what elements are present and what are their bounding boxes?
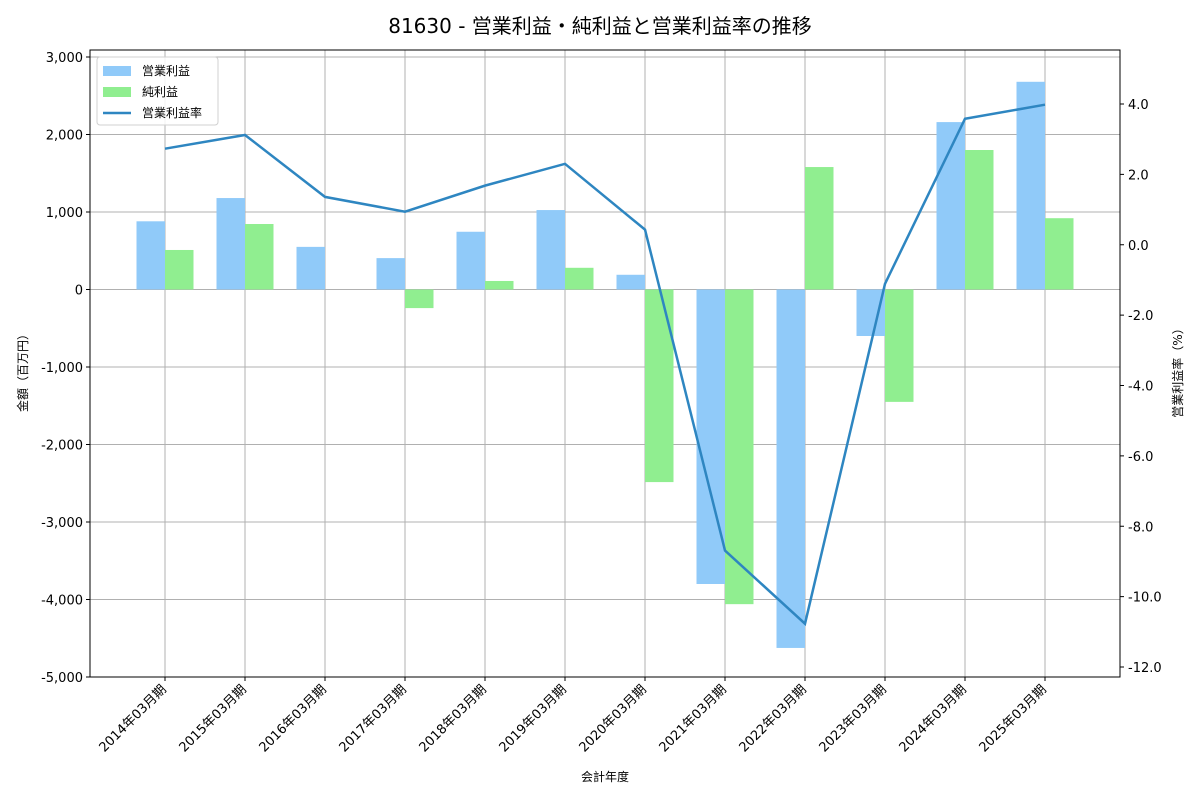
y-tick-label: 0 [75, 284, 83, 299]
bar-net-profit [645, 289, 674, 483]
bar-operating-profit [1016, 81, 1045, 290]
bar-net-profit [1045, 218, 1074, 290]
y-tick-label: -1,000 [41, 361, 83, 376]
y-right-tick-label: -2.0 [1128, 309, 1153, 324]
y-tick-label: -2,000 [41, 439, 83, 454]
x-axis: 2014年03月期 2015年03月期 2016年03月期 2017年03月期 2018… [97, 677, 1050, 756]
chart-title: 81630 - 営業利益・純利益と営業利益率の推移 [388, 14, 812, 38]
x-tick-label: 2017年03月期 [337, 682, 410, 755]
y-tick-label: 2,000 [46, 129, 83, 144]
y-axis-right-label: 営業利益率（%） [1170, 322, 1185, 417]
y-axis-right: 4.0 2.0 0.0 -2.0 -4.0 -6.0 -8.0 -10.0 -12.0 [1120, 98, 1162, 676]
x-tick-label: 2025年03月期 [977, 682, 1050, 755]
y-right-tick-label: -8.0 [1128, 520, 1153, 535]
bar-net-profit [725, 289, 754, 605]
bar-net-profit [885, 289, 914, 402]
bar-operating-profit [216, 198, 245, 290]
x-tick-label: 2020年03月期 [577, 682, 650, 755]
legend-swatch [103, 87, 131, 97]
y-tick-label: -3,000 [41, 516, 83, 531]
x-tick-label: 2016年03月期 [257, 682, 330, 755]
bar-operating-profit [616, 274, 645, 290]
bar-operating-profit [136, 221, 165, 290]
bar-net-profit [485, 280, 514, 290]
line-operating-margin [164, 103, 1046, 627]
x-tick-label: 2021年03月期 [657, 682, 730, 755]
y-right-tick-label: 0.0 [1128, 239, 1149, 254]
y-tick-label: -4,000 [41, 594, 83, 609]
plot-frame [89, 49, 1121, 678]
y-tick-label: 3,000 [46, 51, 83, 66]
y-right-tick-label: -6.0 [1128, 450, 1153, 465]
legend-label: 営業利益率 [142, 105, 202, 120]
bar-net-profit [965, 150, 994, 290]
x-tick-label: 2014年03月期 [97, 682, 170, 755]
bar-operating-profit [376, 258, 405, 290]
y-axis-left: 3,000 2,000 1,000 0 -1,000 -2,000 -3,000 -4,000… [41, 51, 90, 686]
x-axis-label: 会計年度 [581, 769, 629, 784]
bar-operating-profit [856, 289, 885, 336]
bar-series [136, 81, 1074, 648]
line-series [164, 103, 1046, 627]
bar-net-profit [405, 289, 434, 309]
x-tick-label: 2019年03月期 [497, 682, 570, 755]
grid-lines [90, 50, 1120, 678]
bar-operating-profit [536, 210, 565, 290]
y-axis-left-label: 金額（百万円） [15, 328, 30, 412]
legend-swatch [103, 66, 131, 76]
bar-operating-profit [696, 289, 725, 584]
y-right-tick-label: -12.0 [1128, 661, 1162, 676]
legend-label: 純利益 [142, 85, 178, 99]
legend-label: 営業利益 [142, 64, 190, 78]
bar-net-profit [245, 224, 274, 290]
bar-net-profit [805, 167, 834, 290]
y-tick-label: 1,000 [46, 206, 83, 221]
y-right-tick-label: 4.0 [1128, 98, 1149, 113]
y-right-tick-label: -10.0 [1128, 591, 1162, 606]
bar-operating-profit [456, 231, 485, 290]
x-tick-label: 2022年03月期 [737, 682, 810, 755]
x-tick-label: 2015年03月期 [177, 682, 250, 755]
x-tick-label: 2024年03月期 [897, 682, 970, 755]
bar-operating-profit [296, 246, 325, 290]
x-tick-label: 2023年03月期 [817, 682, 890, 755]
bar-net-profit [165, 249, 194, 290]
y-right-tick-label: -4.0 [1128, 380, 1153, 395]
bar-net-profit [565, 267, 594, 290]
x-tick-label: 2018年03月期 [417, 682, 490, 755]
bar-operating-profit [776, 289, 805, 648]
y-tick-label: -5,000 [41, 671, 83, 686]
y-right-tick-label: 2.0 [1128, 168, 1149, 183]
